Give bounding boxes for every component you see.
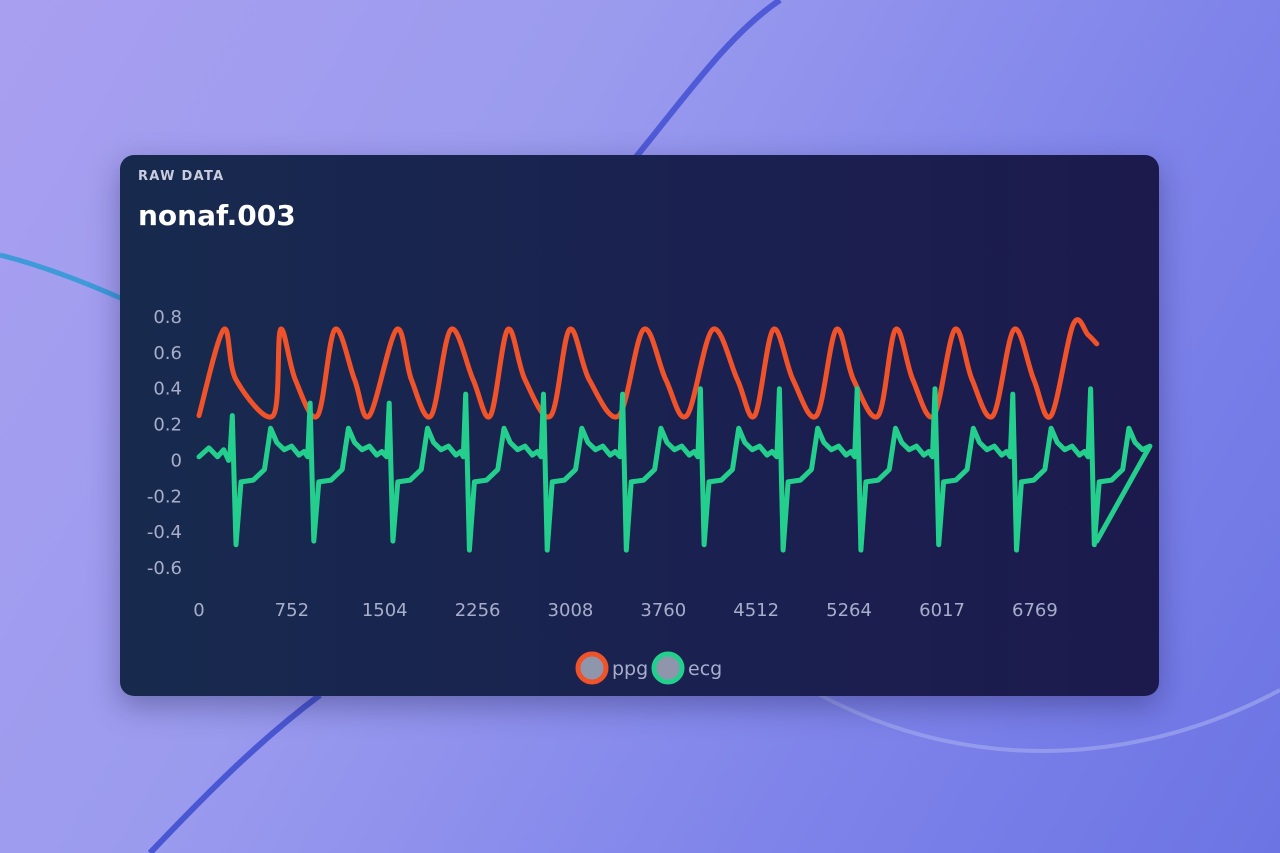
y-tick-label: 0 bbox=[171, 450, 182, 471]
y-tick-label: -0.2 bbox=[147, 486, 182, 507]
x-tick-label: 2256 bbox=[455, 600, 501, 621]
card-kicker: RAW DATA bbox=[138, 169, 225, 184]
background-curve-right bbox=[819, 688, 1280, 753]
line-chart: 0.8 0.6 0.4 0.2 0 -0.2 -0.4 -0.6 0 752 1504 2256 300… bbox=[147, 307, 1153, 685]
x-tick-label: 4512 bbox=[733, 600, 779, 621]
ppg-legend-label: ppg bbox=[612, 658, 648, 680]
ecg-legend-marker bbox=[651, 651, 685, 685]
x-tick-label: 0 bbox=[193, 600, 204, 621]
background-curve-bottom bbox=[147, 692, 322, 853]
y-tick-label: 0.4 bbox=[153, 379, 182, 400]
x-tick-label: 3008 bbox=[548, 600, 594, 621]
ecg-legend-label: ecg bbox=[688, 658, 722, 680]
y-tick-label: 0.6 bbox=[153, 343, 182, 364]
y-tick-label: 0.2 bbox=[153, 415, 182, 436]
y-tick-label: 0.8 bbox=[153, 307, 182, 328]
x-tick-label: 5264 bbox=[826, 600, 872, 621]
background-curve-left bbox=[0, 252, 127, 303]
ecg-series-line bbox=[196, 386, 1153, 553]
x-tick-label: 3760 bbox=[640, 600, 686, 621]
ppg-series-line bbox=[196, 317, 1100, 420]
x-tick-label: 752 bbox=[275, 600, 309, 621]
y-tick-label: -0.4 bbox=[147, 522, 182, 543]
y-tick-label: -0.6 bbox=[147, 558, 182, 579]
chart-card: RAW DATA nonaf.003 0.8 0.6 0.4 0.2 0 -0.2 -0.4… bbox=[120, 155, 1159, 696]
ppg-legend-marker bbox=[575, 651, 609, 685]
x-tick-label: 6017 bbox=[919, 600, 965, 621]
x-tick-label: 6769 bbox=[1012, 600, 1058, 621]
x-tick-label: 1504 bbox=[362, 600, 408, 621]
chart-title: nonaf.003 bbox=[138, 199, 296, 232]
